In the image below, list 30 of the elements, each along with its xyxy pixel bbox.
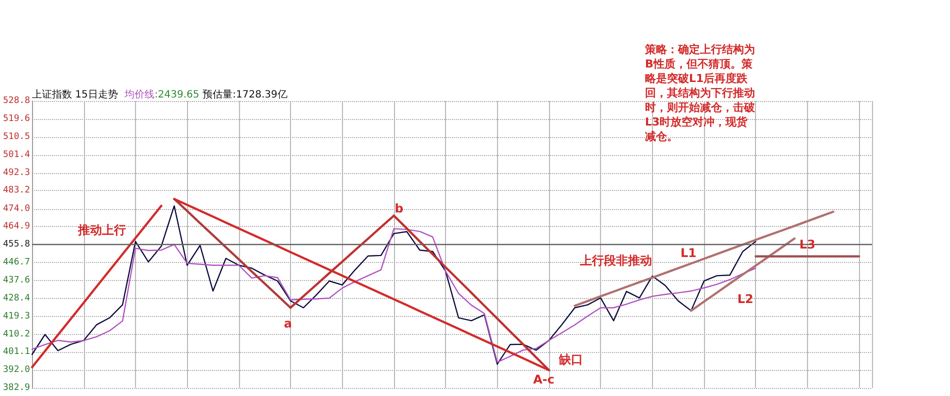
- y-tick-label: 419.3: [3, 311, 30, 322]
- y-tick-label: 474.0: [3, 204, 30, 214]
- text: 均价线: [124, 88, 155, 100]
- y-tick-label: 455.8: [3, 240, 30, 250]
- y-tick-label: 510.5: [3, 132, 30, 142]
- chart-title: 上证指数 15日走势: [32, 88, 118, 100]
- annotation: A-c: [533, 372, 554, 386]
- y-tick-label: 519.6: [3, 114, 30, 124]
- annotation: b: [394, 202, 404, 216]
- y-tick-label: 437.6: [3, 275, 30, 286]
- y-tick-label: 382.9: [3, 383, 30, 393]
- annotation: L2: [737, 292, 754, 306]
- annotation: 上行段非推动: [579, 253, 652, 268]
- annotation: 策略：确定上行结构为B性质，但不猜顶。策略是突破L1后再度跌回，其结构为下行推动时，则开始减仓，击破L3时放空对冲，现货减仓。: [644, 42, 756, 143]
- annotation: L1: [680, 246, 697, 260]
- annotation: 推动上行: [76, 223, 126, 238]
- y-tick-label: 528.8: [3, 96, 30, 106]
- annotation: a: [284, 316, 292, 330]
- y-tick-label: 392.0: [3, 365, 30, 376]
- y-tick-label: 401.1: [3, 347, 30, 358]
- text: 预估量:1728.39亿: [202, 90, 288, 100]
- y-tick-label: 483.2: [3, 186, 30, 196]
- y-tick-label: 410.2: [3, 329, 30, 340]
- annotation: 缺口: [558, 352, 583, 366]
- y-tick-label: 428.4: [3, 293, 30, 304]
- text: :2439.65: [154, 90, 200, 100]
- y-tick-label: 446.7: [3, 258, 30, 268]
- y-tick-label: 501.4: [3, 150, 30, 160]
- y-tick-label: 492.3: [3, 168, 30, 178]
- y-tick-label: 464.9: [3, 222, 30, 232]
